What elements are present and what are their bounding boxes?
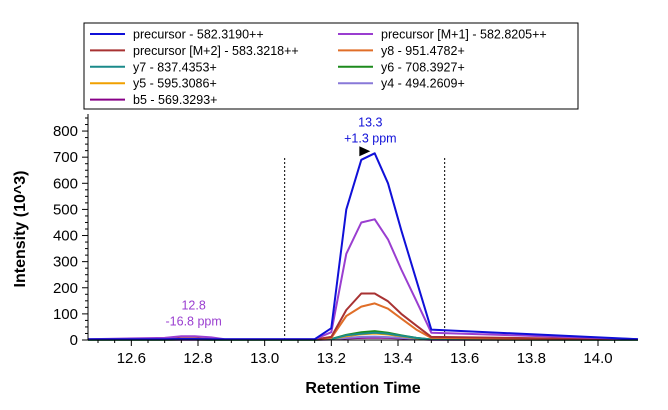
y-tick-label: 500 — [53, 201, 78, 218]
x-axis-title: Retention Time — [305, 380, 420, 397]
legend-label: precursor [M+1] - 582.8205++ — [381, 28, 547, 42]
legend-item: precursor [M+1] - 582.8205++ — [338, 28, 547, 42]
legend-label: y4 - 494.2609+ — [381, 77, 465, 91]
x-tick-label: 12.8 — [183, 350, 212, 367]
y-tick-label: 200 — [53, 280, 78, 297]
legend-item: precursor [M+2] - 583.3218++ — [90, 44, 299, 58]
legend-label: y5 - 595.3086+ — [133, 77, 217, 91]
y-tick-label: 400 — [53, 228, 78, 245]
x-tick-label: 12.6 — [117, 350, 146, 367]
peak-rt-label: 13.3 — [358, 115, 382, 129]
integration-boundaries — [284, 158, 446, 340]
legend-item: y7 - 837.4353+ — [90, 60, 217, 74]
legend-item: precursor - 582.3190++ — [90, 28, 264, 42]
peak-ppm-label: -16.8 ppm — [166, 314, 222, 328]
y-tick-label: 100 — [53, 306, 78, 323]
x-ticks: 12.6 12.8 13.0 13.2 13.4 13.6 13.8 14.0 — [97, 340, 616, 367]
y-tick-label: 0 — [70, 332, 78, 349]
legend-label: y7 - 837.4353+ — [133, 60, 217, 74]
legend-item: b5 - 569.3293+ — [90, 93, 217, 107]
x-tick-label: 13.8 — [517, 350, 546, 367]
legend-item: y6 - 708.3927+ — [338, 60, 465, 74]
legend-box — [83, 22, 579, 110]
peak-marker — [359, 146, 371, 157]
series-line — [87, 218, 639, 341]
x-tick-label: 13.0 — [250, 350, 279, 367]
peak-rt-label: 12.8 — [181, 298, 205, 312]
x-tick-label: 13.6 — [450, 350, 479, 367]
axes: 0 100 200 300 400 500 600 700 800 12.6 12.8 13.0 13… — [53, 114, 638, 367]
legend-label: y8 - 951.4782+ — [381, 44, 465, 58]
y-ticks: 0 100 200 300 400 500 600 700 800 — [53, 117, 88, 349]
series-lines — [87, 152, 639, 341]
y-tick-label: 800 — [53, 123, 78, 140]
y-tick-label: 600 — [53, 175, 78, 192]
legend-label: y6 - 708.3927+ — [381, 60, 465, 74]
legend-label: precursor [M+2] - 583.3218++ — [133, 44, 299, 58]
x-tick-label: 13.2 — [317, 350, 346, 367]
y-tick-label: 300 — [53, 254, 78, 271]
y-tick-label: 700 — [53, 149, 78, 166]
peak-annotations: 13.3 +1.3 ppm 12.8 -16.8 ppm — [166, 115, 397, 328]
legend-label: precursor - 582.3190++ — [133, 28, 264, 42]
legend-label: b5 - 569.3293+ — [133, 93, 217, 107]
x-tick-label: 14.0 — [583, 350, 612, 367]
legend-item: y4 - 494.2609+ — [338, 77, 465, 91]
series-line — [88, 152, 639, 341]
peak-ppm-label: +1.3 ppm — [344, 131, 396, 145]
y-axis-title: Intensity (10^3) — [12, 171, 29, 288]
legend: precursor - 582.3190++ precursor [M+1] - … — [83, 22, 579, 110]
legend-item: y5 - 595.3086+ — [90, 77, 217, 91]
x-tick-label: 13.4 — [383, 350, 412, 367]
legend-item: y8 - 951.4782+ — [338, 44, 465, 58]
